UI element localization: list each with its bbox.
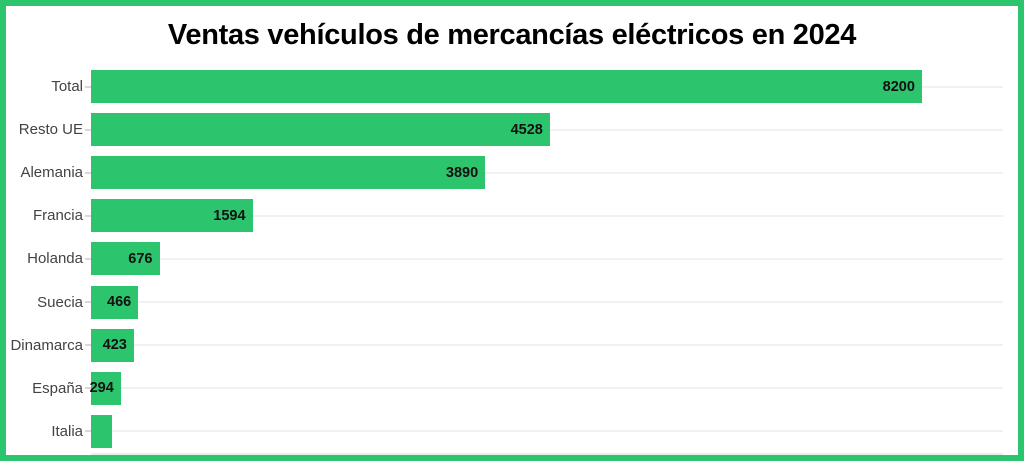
value-label: 676 — [128, 250, 153, 267]
bar — [91, 414, 113, 448]
category-label-cell: Alemania — [6, 164, 91, 181]
chart-title: Ventas vehículos de mercancías eléctrico… — [167, 19, 857, 51]
chart-row: Alemania 3890 — [6, 151, 1003, 194]
axis-tick-mark — [192, 455, 193, 459]
chart-row: España 294 — [6, 367, 1003, 410]
bar: 466 — [91, 285, 139, 319]
bar-track: 466 — [91, 280, 1003, 323]
chart-row: Resto UE 4528 — [6, 108, 1003, 151]
axis-tick-mark — [395, 455, 396, 459]
value-label: 423 — [102, 337, 127, 354]
axis-tick-mark — [699, 455, 700, 459]
value-label: 1594 — [213, 207, 246, 224]
axis-tick-mark — [800, 455, 801, 459]
bar-track — [91, 410, 1003, 453]
bar: 423 — [91, 328, 134, 362]
category-label: España — [32, 379, 83, 397]
bar: 1594 — [91, 199, 253, 233]
row-gridline — [91, 430, 1003, 433]
category-tick — [85, 430, 91, 433]
chart-row: Holanda 676 — [6, 237, 1003, 280]
bar-track: 676 — [91, 237, 1003, 280]
category-label: Suecia — [37, 293, 83, 311]
category-tick — [85, 344, 91, 347]
category-label: Alemania — [20, 164, 83, 182]
category-label: Francia — [32, 207, 83, 225]
category-label: Dinamarca — [10, 336, 83, 354]
chart-row: Italia — [6, 410, 1003, 453]
category-label-cell: Suecia — [6, 294, 91, 311]
bar: 4528 — [91, 113, 550, 147]
category-label: Holanda — [27, 250, 83, 268]
category-label-cell: Dinamarca — [6, 337, 91, 354]
category-tick — [85, 387, 91, 390]
bar-chart: Total 8200 Resto UE 4528 Alemania — [6, 65, 1003, 453]
value-label: 294 — [89, 380, 114, 397]
category-tick — [85, 214, 91, 217]
category-tick — [85, 301, 91, 304]
category-tick — [85, 128, 91, 131]
bar-track: 8200 — [91, 65, 1003, 108]
category-tick — [85, 85, 91, 88]
category-label: Resto UE — [18, 121, 83, 139]
bar-track: 3890 — [91, 151, 1003, 194]
bar: 3890 — [91, 156, 486, 190]
axis-tick-mark — [91, 455, 92, 459]
row-gridline — [91, 257, 1003, 260]
row-gridline — [91, 171, 1003, 174]
category-label-cell: España — [6, 380, 91, 397]
bar: 8200 — [91, 70, 922, 104]
row-gridline — [91, 214, 1003, 217]
category-label-cell: Francia — [6, 207, 91, 224]
chart-row: Suecia 466 — [6, 280, 1003, 323]
category-label-cell: Italia — [6, 423, 91, 440]
chart-row: Total 8200 — [6, 65, 1003, 108]
axis-tick-mark — [294, 455, 295, 459]
value-label: 8200 — [882, 78, 915, 95]
value-label: 3890 — [445, 164, 479, 181]
bar: 294 — [89, 371, 121, 405]
chart-row: Francia 1594 — [6, 194, 1003, 237]
bar: 676 — [91, 242, 160, 276]
value-label: 4528 — [510, 121, 543, 138]
bar-track: 4528 — [91, 108, 1003, 151]
chart-row: Dinamarca 423 — [6, 324, 1003, 367]
row-gridline — [91, 344, 1003, 347]
category-tick — [85, 171, 91, 174]
row-gridline — [91, 387, 1003, 390]
axis-tick-mark — [598, 455, 599, 459]
value-label: 466 — [107, 294, 132, 311]
row-gridline — [91, 301, 1003, 304]
axis-tick-mark — [496, 455, 497, 459]
axis-tick-mark — [902, 455, 903, 459]
category-label: Total — [51, 78, 83, 96]
bar-track: 1594 — [91, 194, 1003, 237]
bar-track: 423 — [91, 324, 1003, 367]
category-tick — [85, 257, 91, 260]
bar-track: 294 — [89, 367, 1003, 410]
axis-tick-mark — [1003, 455, 1004, 459]
category-label-cell: Total — [6, 78, 91, 95]
category-label: Italia — [51, 422, 83, 440]
category-label-cell: Holanda — [6, 250, 91, 267]
category-label-cell: Resto UE — [6, 121, 91, 138]
x-axis — [91, 453, 1004, 459]
